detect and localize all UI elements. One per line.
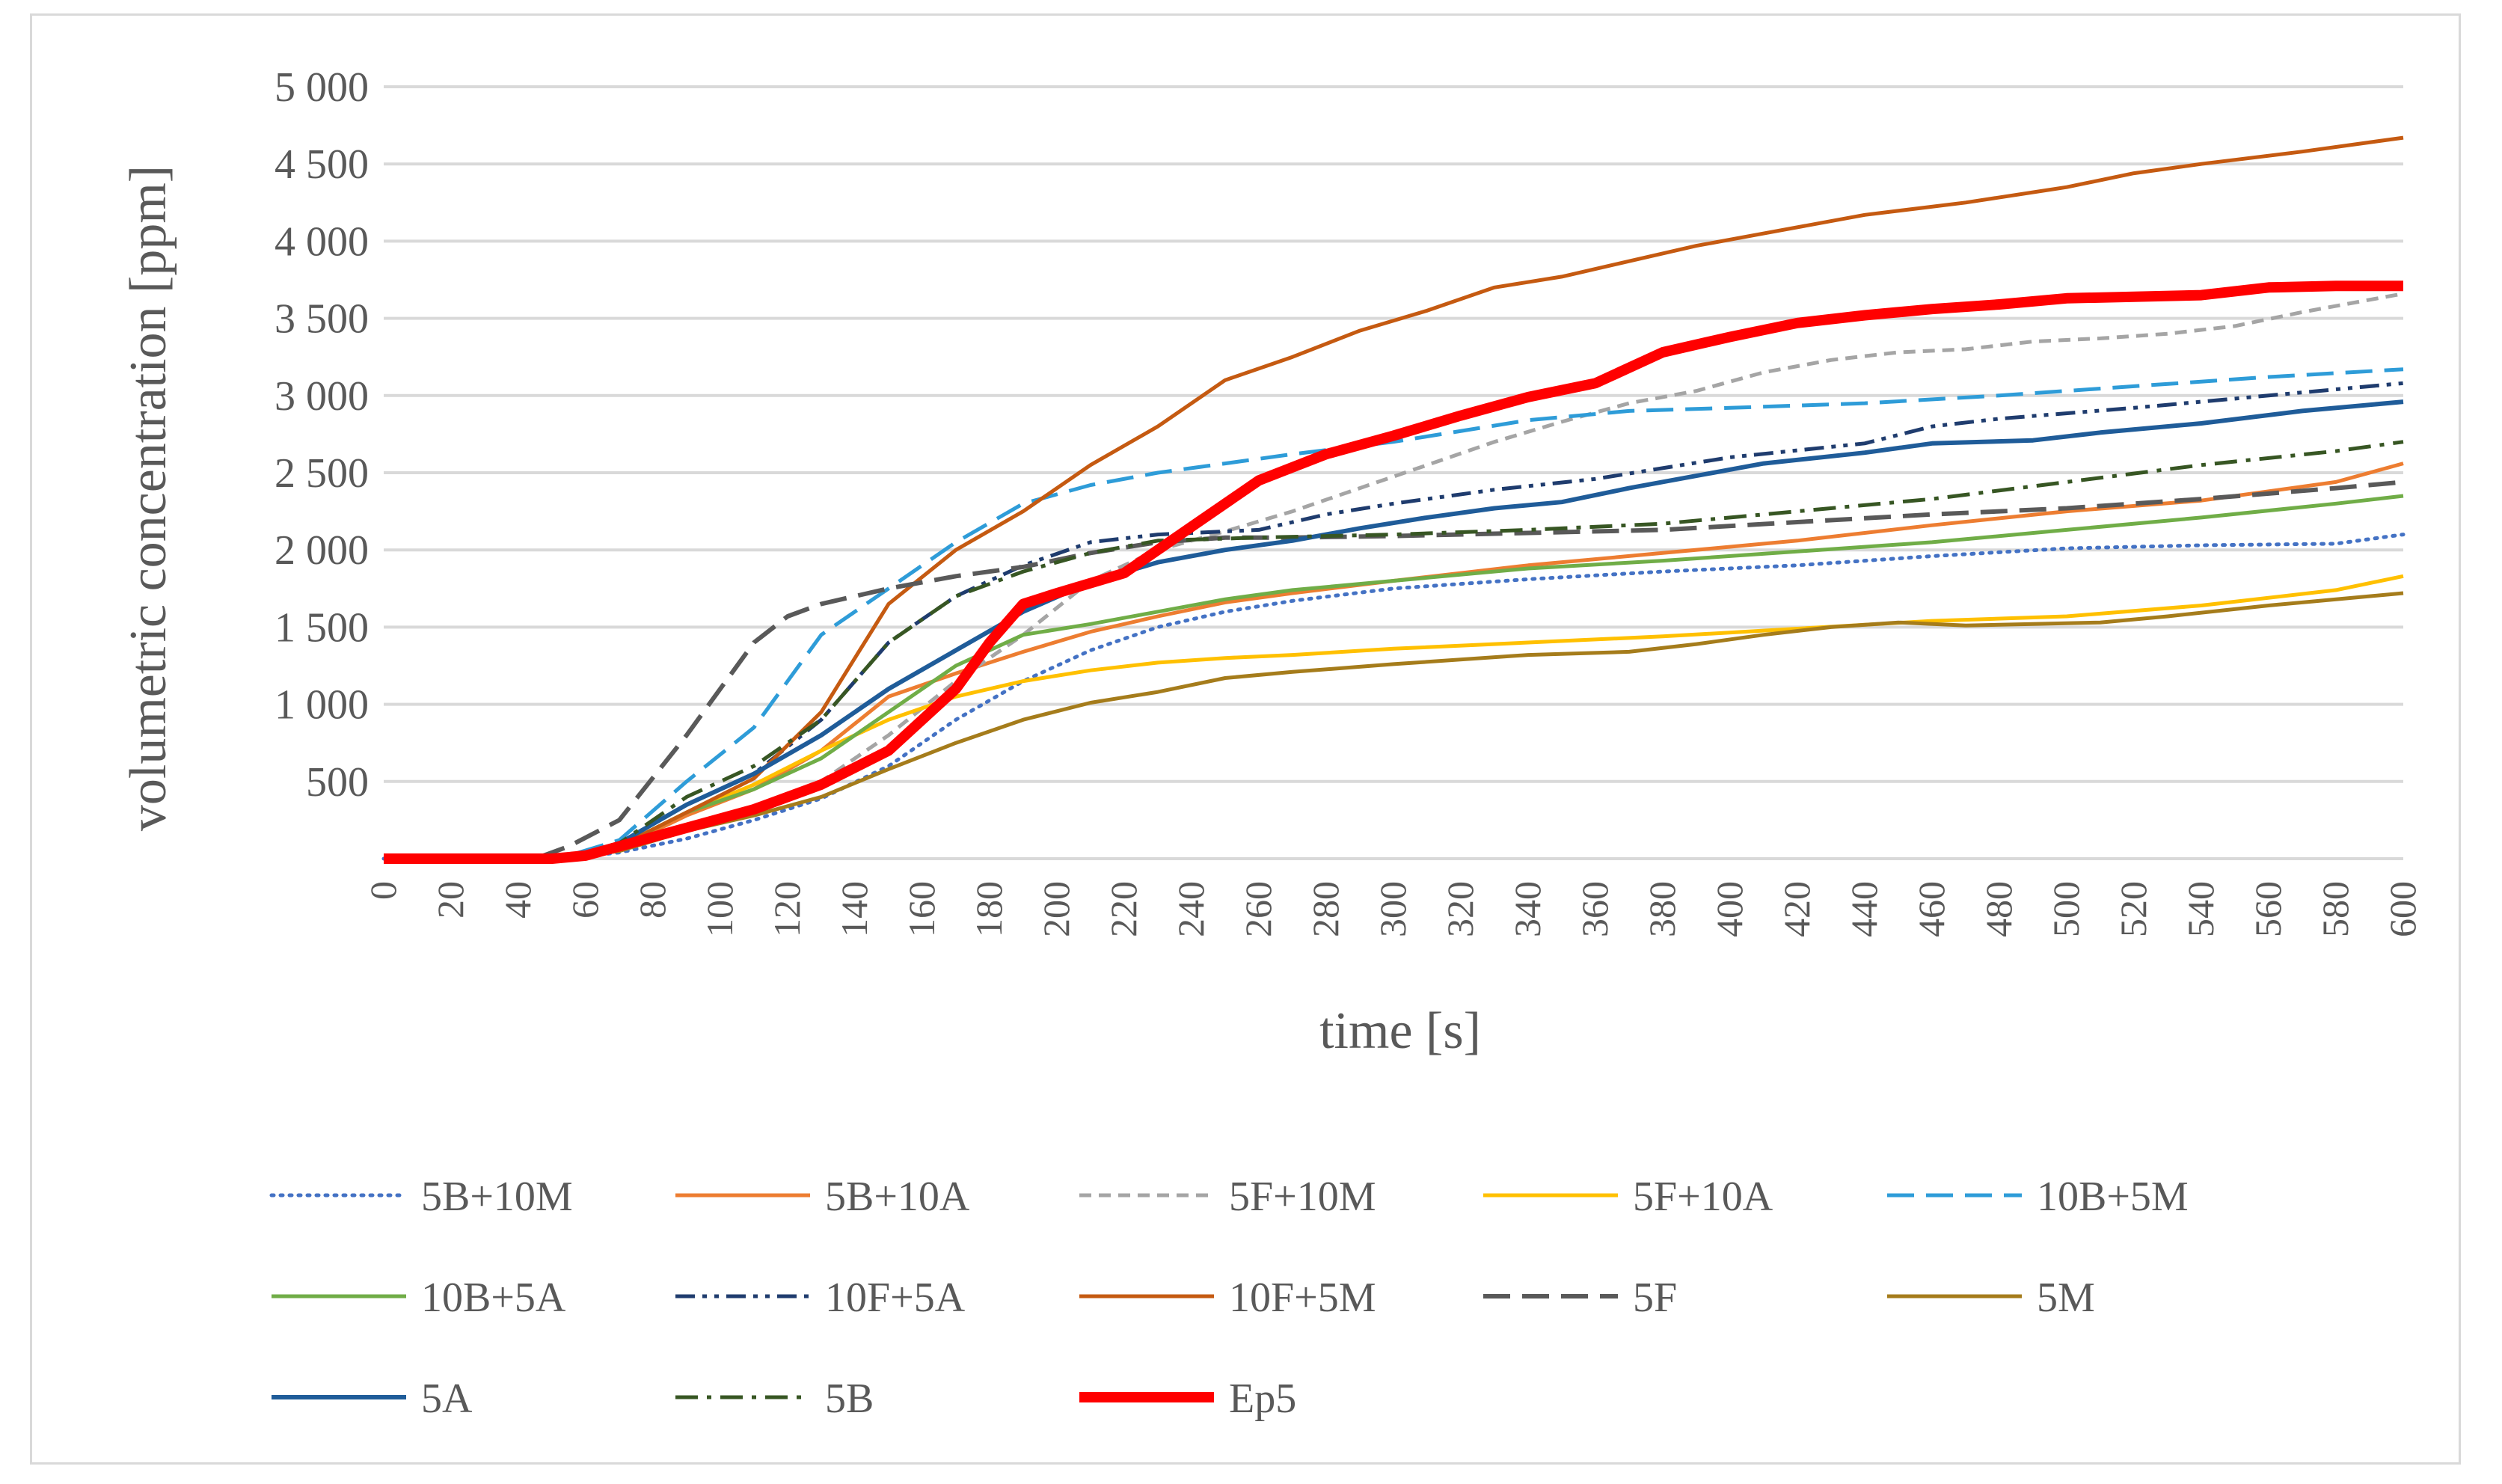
x-tick-label: 400 [1708,881,1750,937]
y-tick-label: 1 000 [275,682,369,729]
legend-label: 5B [825,1376,874,1422]
x-tick-label: 280 [1304,881,1346,937]
x-tick-label: 160 [901,881,942,937]
x-tick-label: 40 [497,881,539,919]
series-line-10b-5m [384,367,2404,861]
legend-label: 5F+10M [1229,1174,1376,1220]
y-tick-label: 4 500 [275,141,369,188]
axes: 500 1 000 1 500 2 000 2 500 3 000 3 500 4 000 4 … [275,64,2423,937]
y-tick-label: 500 [306,759,369,806]
legend-label: 5A [421,1376,473,1422]
series-line-5b [384,440,2404,861]
legend: 5B+10M 5B+10A 5F+10M 5F+10A 10B+5M 10B+5A 10F+… [269,1174,2189,1422]
x-tick-label: 420 [1776,881,1818,937]
x-tick-label: 340 [1506,881,1548,937]
y-tick-label: 5 000 [275,64,369,111]
x-axis-title: time [s] [1319,1002,1481,1060]
x-tick-label: 140 [833,881,875,937]
x-tick-label: 540 [2180,881,2222,937]
x-tick-label: 360 [1574,881,1616,937]
y-tick-label: 2 500 [275,450,369,497]
x-tick-label: 240 [1170,881,1212,937]
series-line-10f-5a [384,381,2404,861]
line-chart: 500 1 000 1 500 2 000 2 500 3 000 3 500 4 000 4 … [120,64,2423,1422]
series-line-5b-10a [384,462,2404,861]
x-tick-label: 200 [1035,881,1077,937]
x-tick-label: 300 [1372,881,1414,937]
x-tick-label: 80 [631,881,673,919]
x-tick-label: 100 [699,881,741,937]
legend-label: 5F+10A [1633,1174,1773,1220]
x-tick-label: 500 [2045,881,2087,937]
series-line-5f-10m [384,292,2404,861]
x-tick-label: 60 [564,881,606,919]
x-tick-label: 20 [429,881,471,919]
y-axis-title: volumetric concentration [ppm] [120,165,177,831]
series-lines [381,135,2406,864]
x-tick-label: 0 [362,881,404,900]
series-line-5f [384,479,2404,861]
y-tick-label: 4 000 [275,218,369,265]
x-tick-label: 120 [766,881,808,937]
gridlines [384,85,2403,783]
series-line-ep5 [384,280,2403,864]
y-tick-label: 3 000 [275,373,369,420]
legend-label: 5M [2037,1275,2095,1321]
y-tick-label: 1 500 [275,604,369,651]
legend-label: 10F+5M [1229,1275,1376,1321]
legend-label: 10F+5A [825,1275,966,1321]
y-tick-label: 2 000 [275,527,369,574]
legend-label: Ep5 [1229,1376,1296,1422]
legend-label: 10B+5A [421,1275,566,1321]
x-tick-label: 260 [1237,881,1279,937]
x-tick-label: 180 [968,881,1010,937]
legend-label: 5F [1633,1275,1677,1321]
x-tick-label: 440 [1843,881,1885,937]
series-line-5m [384,591,2404,861]
y-tick-label: 3 500 [275,296,369,343]
x-tick-label: 480 [1978,881,2020,937]
legend-label: 5B+10A [825,1174,970,1220]
x-tick-label: 380 [1641,881,1683,937]
x-tick-label: 580 [2314,881,2356,937]
series-line-5a [384,399,2404,861]
x-tick-label: 600 [2382,881,2423,937]
series-line-10f-5m [384,135,2404,861]
x-tick-label: 520 [2112,881,2154,937]
x-tick-label: 320 [1439,881,1481,937]
chart-frame: 500 1 000 1 500 2 000 2 500 3 000 3 500 4 000 4 … [30,13,2461,1465]
series-line-5b-10m [381,533,2406,861]
x-tick-label: 460 [1910,881,1952,937]
x-tick-label: 560 [2247,881,2289,937]
legend-label: 5B+10M [421,1174,573,1220]
legend-label: 10B+5M [2037,1174,2189,1220]
x-tick-label: 220 [1103,881,1144,937]
